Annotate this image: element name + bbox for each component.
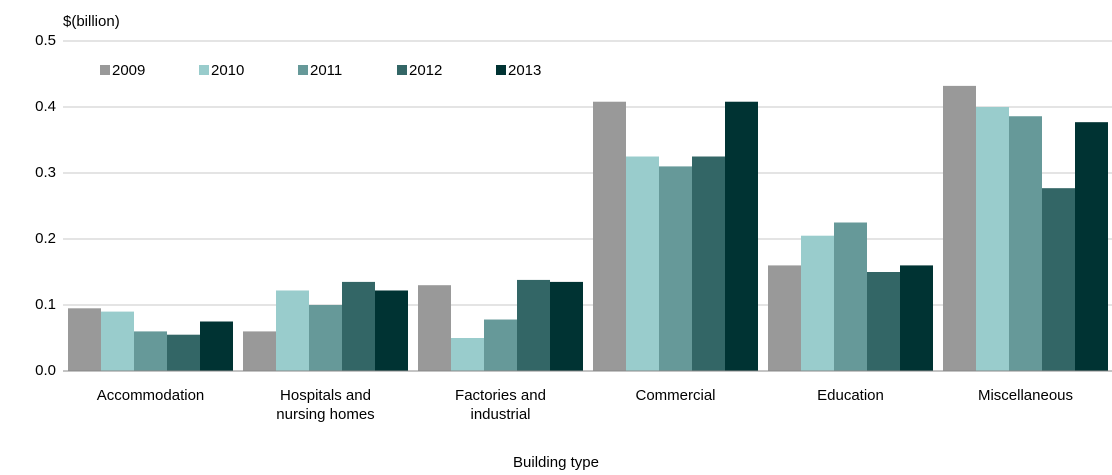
legend-swatch <box>199 65 209 75</box>
legend-swatch <box>100 65 110 75</box>
legend-label: 2011 <box>310 62 342 79</box>
bar <box>451 338 484 371</box>
bar <box>167 334 200 371</box>
bar <box>1075 122 1108 372</box>
x-axis-label: Building type <box>513 454 599 471</box>
bar <box>659 166 692 371</box>
x-tick-label: Hospitals and nursing homes <box>276 387 375 423</box>
bar <box>1042 188 1075 371</box>
x-tick-label: Factories and industrial <box>455 387 546 423</box>
legend-label: 2012 <box>409 62 442 79</box>
bar <box>418 285 451 371</box>
bar <box>309 305 342 371</box>
chart-title: $(billion) <box>63 13 120 30</box>
bar <box>276 290 309 371</box>
bar <box>484 319 517 371</box>
legend-swatch <box>397 65 407 75</box>
legend-label: 2009 <box>112 62 145 79</box>
x-tick-label: Miscellaneous <box>977 387 1074 404</box>
legend-swatch <box>298 65 308 75</box>
bar <box>692 156 725 371</box>
x-tick-label: Commercial <box>635 387 716 404</box>
bar <box>801 235 834 371</box>
bar <box>626 156 659 371</box>
legend-swatch <box>496 65 506 75</box>
bar <box>943 85 976 371</box>
y-tick-label: 0.4 <box>35 98 56 115</box>
bar <box>342 281 375 371</box>
bar <box>101 311 134 371</box>
x-tick-label: Accommodation <box>96 387 205 404</box>
bar <box>1009 116 1042 372</box>
bar <box>900 265 933 371</box>
bar <box>725 101 758 371</box>
legend-label: 2013 <box>508 62 541 79</box>
y-tick-label: 0.3 <box>35 164 56 181</box>
bar <box>200 321 233 371</box>
bar <box>867 272 900 371</box>
bar <box>976 107 1009 371</box>
legend-label: 2010 <box>211 62 244 79</box>
bar <box>768 265 801 371</box>
y-tick-label: 0.5 <box>35 32 56 49</box>
bar <box>550 281 583 371</box>
bar <box>68 308 101 371</box>
bar <box>243 331 276 371</box>
bar <box>517 279 550 371</box>
y-tick-label: 0.0 <box>35 362 56 379</box>
y-tick-label: 0.2 <box>35 230 56 247</box>
x-tick-label: Education <box>817 387 884 404</box>
bar <box>593 101 626 371</box>
y-tick-label: 0.1 <box>35 296 56 313</box>
bar <box>134 331 167 371</box>
bar <box>375 290 408 371</box>
bar <box>834 222 867 371</box>
